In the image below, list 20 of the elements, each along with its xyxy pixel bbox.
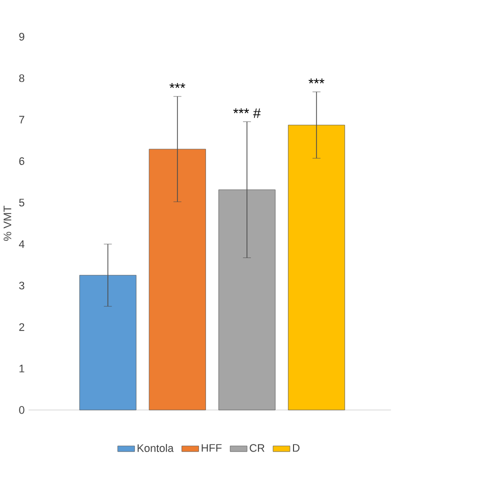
y-tick-label: 1 [20,364,24,372]
y-tick-label: 5 [19,198,24,206]
annotation: *** [308,78,324,84]
y-tick-label: 8 [19,74,24,82]
y-tick-label: 2 [19,323,24,331]
legend-label: HFF [202,444,222,452]
annotation: *** [170,82,186,88]
bar [148,148,206,410]
y-tick-label: 7 [19,116,24,124]
legend-label: CR [250,444,264,452]
y-tick-label: 9 [19,32,24,40]
y-axis-title: % VMT [4,206,12,241]
y-tick-label: 3 [19,281,24,290]
bar [79,274,136,410]
y-tick-label: 0 [19,406,24,414]
legend-label: Kontola [138,444,174,452]
y-tick-label: 6 [19,157,24,165]
annotation: *** # [233,108,261,118]
y-tick-label: 4 [18,240,24,248]
legend-label: D [293,444,300,452]
